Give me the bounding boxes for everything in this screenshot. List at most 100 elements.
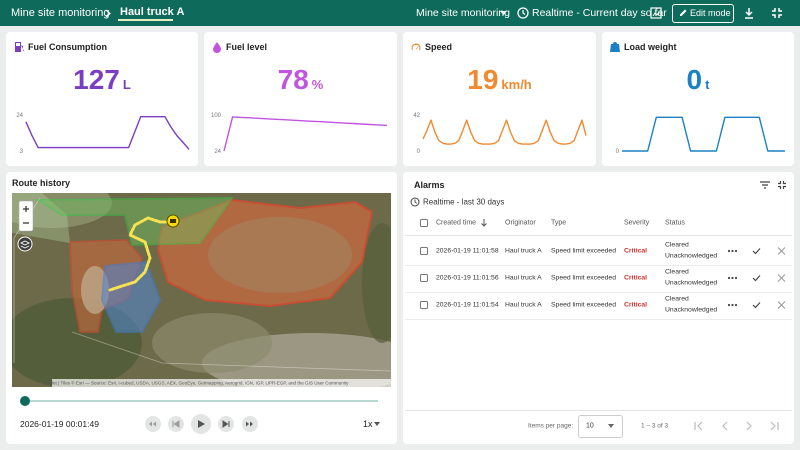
acknowledge-icon[interactable] bbox=[752, 302, 761, 309]
more-dot[interactable] bbox=[727, 249, 731, 253]
row-divider bbox=[405, 265, 792, 266]
severity: Critical bbox=[624, 274, 648, 282]
checkbox-box[interactable] bbox=[420, 274, 428, 282]
map[interactable] bbox=[12, 193, 391, 387]
sparkline: 3 24 bbox=[16, 113, 190, 155]
column-header: Type bbox=[551, 219, 567, 227]
card-icon bbox=[610, 42, 620, 52]
timewindow[interactable]: Realtime - Current day so far bbox=[532, 7, 667, 19]
breadcrumb-current: Haul truck A bbox=[120, 6, 185, 18]
icon-shape bbox=[610, 42, 620, 52]
fullscreen-icon[interactable] bbox=[778, 181, 786, 189]
status: Unacknowledged bbox=[665, 306, 718, 314]
clock-icon[interactable] bbox=[517, 7, 529, 19]
clear-icon[interactable] bbox=[777, 274, 786, 282]
pencil-icon bbox=[680, 9, 687, 16]
sort-arrow bbox=[481, 219, 487, 227]
unit: % bbox=[311, 77, 324, 92]
more-dot[interactable] bbox=[731, 276, 734, 280]
clear-icon[interactable] bbox=[777, 301, 786, 309]
card-icon bbox=[15, 42, 24, 52]
originator: Haul truck A bbox=[505, 301, 542, 309]
download-icon[interactable] bbox=[744, 7, 754, 19]
column-header: Originator bbox=[505, 219, 536, 227]
card-title: Load weight bbox=[624, 42, 677, 52]
dropdown-caret[interactable] bbox=[374, 422, 380, 426]
alarms-card bbox=[403, 172, 794, 444]
y-tick-label: 3 bbox=[20, 149, 24, 155]
card-title: Alarms bbox=[414, 180, 445, 190]
image-icon[interactable] bbox=[650, 7, 662, 19]
edit-mode-label[interactable]: Edit mode bbox=[690, 8, 731, 18]
edit-mode-button[interactable] bbox=[672, 4, 734, 23]
breadcrumb-separator bbox=[105, 9, 111, 18]
dashboard-selector[interactable]: Mine site monitoring bbox=[416, 7, 510, 19]
items-per-page-select[interactable] bbox=[578, 415, 623, 438]
checkbox[interactable] bbox=[420, 247, 428, 255]
row-actions[interactable] bbox=[727, 273, 787, 283]
more-dot[interactable] bbox=[727, 303, 731, 307]
alarm-type: Speed limit exceeded bbox=[551, 274, 616, 282]
filter-icon[interactable] bbox=[760, 181, 770, 189]
speed-selector[interactable]: 1x bbox=[363, 419, 373, 429]
more-dot[interactable] bbox=[734, 249, 738, 253]
clock-icon bbox=[410, 197, 420, 207]
column-header[interactable]: Created time bbox=[436, 219, 477, 227]
alarms-timewindow[interactable]: Realtime - last 30 days bbox=[423, 197, 505, 207]
clear-icon[interactable] bbox=[777, 247, 786, 255]
sparkline-line bbox=[25, 115, 190, 150]
sparkline: 24 100 bbox=[211, 113, 388, 155]
acknowledge-icon[interactable] bbox=[752, 275, 761, 282]
dropdown-caret[interactable] bbox=[500, 11, 507, 15]
unit: t bbox=[705, 77, 710, 92]
metric-card bbox=[602, 32, 794, 166]
severity: Critical bbox=[624, 301, 648, 309]
more-dot[interactable] bbox=[727, 276, 731, 280]
icon-shape bbox=[15, 42, 24, 52]
arrow bbox=[481, 219, 487, 227]
checkbox-box[interactable] bbox=[420, 301, 428, 309]
map-attribution: Leaflet | Tiles © Esri — Source: Esri, i… bbox=[43, 380, 349, 386]
sparkline-line bbox=[622, 116, 785, 152]
row-actions[interactable] bbox=[727, 246, 787, 256]
checkbox-box[interactable] bbox=[420, 219, 428, 227]
status: Unacknowledged bbox=[665, 252, 718, 260]
row-actions[interactable] bbox=[727, 300, 787, 310]
status: Cleared bbox=[665, 268, 689, 276]
more-dot[interactable] bbox=[731, 249, 734, 253]
checkbox[interactable] bbox=[420, 274, 428, 282]
items-per-page-value[interactable]: 10 bbox=[586, 422, 594, 430]
more-dot[interactable] bbox=[734, 303, 738, 307]
value-display: 19 km/h bbox=[403, 62, 596, 103]
checkbox[interactable] bbox=[420, 219, 428, 227]
pagination-nav[interactable] bbox=[694, 421, 780, 431]
breadcrumb-link[interactable]: Mine site monitoring bbox=[11, 7, 110, 19]
y-tick-label: 100 bbox=[211, 113, 222, 119]
unit: L bbox=[122, 77, 131, 92]
more-dot[interactable] bbox=[734, 276, 738, 280]
top-bar bbox=[0, 0, 800, 26]
checkbox[interactable] bbox=[420, 301, 428, 309]
timeline-track[interactable] bbox=[25, 400, 378, 402]
column-header: Severity bbox=[624, 219, 650, 227]
checkbox-box[interactable] bbox=[420, 247, 428, 255]
row-divider bbox=[405, 319, 792, 320]
originator: Haul truck A bbox=[505, 274, 542, 282]
card-title: Speed bbox=[425, 42, 453, 52]
playback-controls[interactable] bbox=[142, 413, 264, 435]
card-icon bbox=[411, 43, 421, 50]
card-title: Route history bbox=[12, 178, 71, 188]
more-dot[interactable] bbox=[731, 303, 734, 307]
dropdown-caret[interactable] bbox=[608, 424, 614, 428]
column-header: Status bbox=[665, 219, 685, 227]
fullscreen-icon[interactable] bbox=[772, 8, 782, 18]
value: 19 bbox=[467, 64, 499, 95]
metric-card bbox=[204, 32, 397, 166]
value: 127 bbox=[73, 64, 120, 95]
timeline-knob[interactable] bbox=[20, 396, 30, 406]
created-time: 2026-01-19 11:01:54 bbox=[436, 301, 499, 309]
card-icon bbox=[213, 42, 221, 53]
acknowledge-icon[interactable] bbox=[752, 248, 761, 255]
card-title: Fuel level bbox=[226, 42, 268, 52]
